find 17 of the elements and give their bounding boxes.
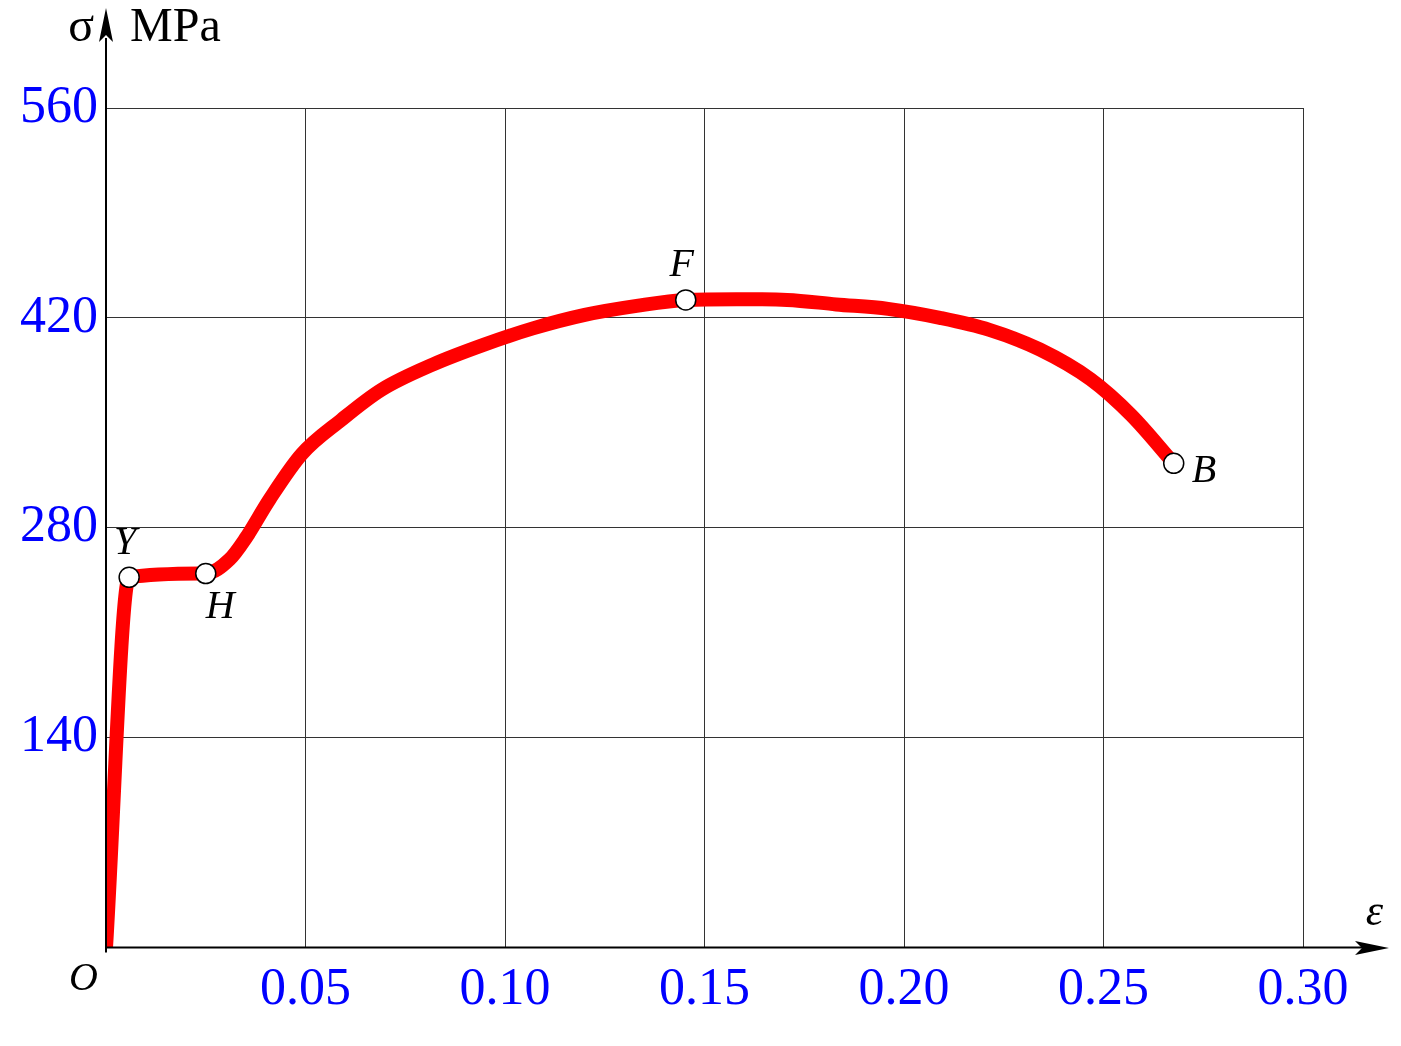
x-tick-label: 0.10	[459, 958, 551, 1016]
x-tick-label: 0.05	[260, 958, 351, 1016]
annotation: Y	[114, 517, 141, 563]
y-tick-label: 280	[20, 495, 98, 553]
x-tick-label: 0.25	[1058, 958, 1149, 1016]
x-tick-label: 0.15	[659, 958, 750, 1016]
annotation: F	[668, 240, 695, 286]
annotation: O	[69, 954, 98, 1000]
annotation: B	[1191, 445, 1217, 491]
x-tick-label: 0.20	[858, 958, 950, 1016]
x-axis-title: ε	[1365, 886, 1384, 936]
y-axis-title: σ MPa	[68, 0, 221, 51]
x-tick-label: 0.30	[1257, 958, 1349, 1016]
y-tick-label: 140	[20, 705, 98, 763]
y-tick-label: 560	[20, 75, 98, 133]
y-tick-label: 420	[20, 285, 98, 343]
annotation: H	[204, 582, 237, 628]
